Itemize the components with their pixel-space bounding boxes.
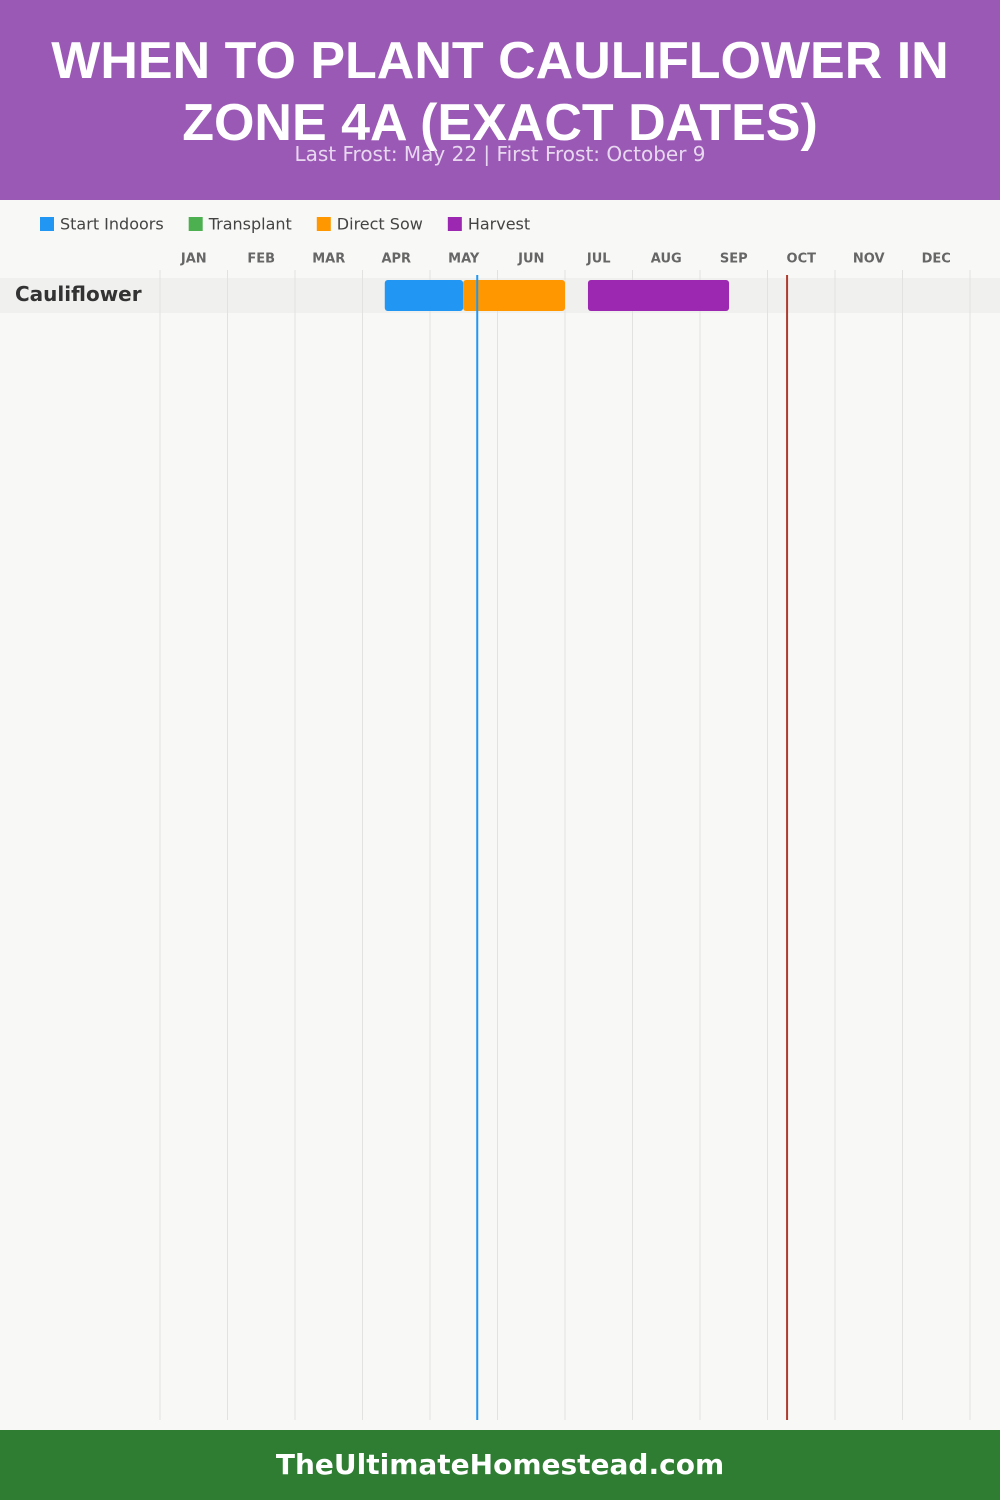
legend-swatch	[447, 217, 462, 231]
bar	[463, 280, 565, 311]
legend-swatch	[188, 217, 203, 231]
x-tick-label: DEC	[922, 252, 951, 267]
bar	[587, 280, 730, 311]
x-tick-label: SEP	[720, 252, 748, 267]
x-tick-label: APR	[381, 252, 411, 267]
x-tick-label: OCT	[787, 252, 817, 267]
row-label: Cauliflower	[15, 282, 142, 306]
legend-label: Transplant	[208, 215, 292, 234]
legend-label: Direct Sow	[337, 215, 423, 234]
x-tick-label: JUL	[586, 252, 611, 267]
x-tick-label: AUG	[651, 252, 682, 267]
x-tick-label: NOV	[853, 252, 885, 267]
x-tick-label: FEB	[247, 252, 275, 267]
legend-label: Start Indoors	[60, 215, 164, 234]
chart-title: WHEN TO PLANT CAULIFLOWER IN ZONE 4A (EX…	[51, 32, 949, 152]
legend-swatch	[316, 217, 331, 231]
header: WHEN TO PLANT CAULIFLOWER IN ZONE 4A (EX…	[0, 0, 1000, 200]
footer: TheUltimateHomestead.com	[0, 1430, 1000, 1500]
chart: Start Indoors Transplant Direct Sow Harvest…	[0, 215, 1000, 1420]
x-tick-label: JUN	[517, 252, 544, 267]
legend-swatch	[40, 217, 54, 231]
x-tick-label: JAN	[180, 252, 207, 267]
x-tick-label: MAY	[448, 252, 480, 267]
legend-label: Harvest	[468, 215, 530, 234]
chart-subtitle: Last Frost: May 22 | First Frost: Octobe…	[294, 142, 706, 166]
bar	[384, 280, 464, 311]
x-tick-label: MAR	[312, 252, 345, 267]
